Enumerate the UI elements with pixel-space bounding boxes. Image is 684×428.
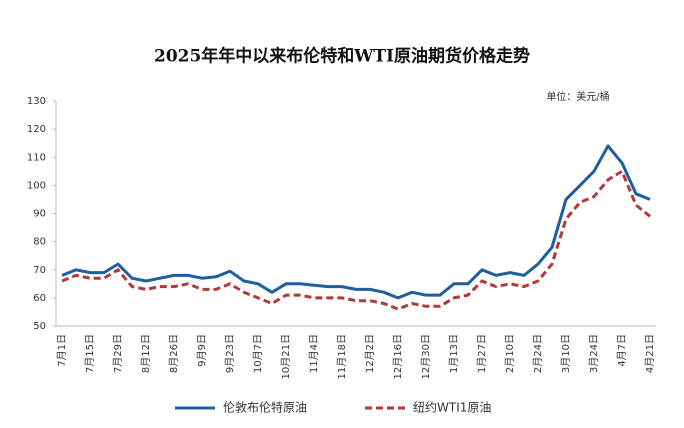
y-tick-label: 60	[33, 293, 46, 304]
y-tick-label: 90	[33, 209, 46, 220]
y-tick-label: 50	[33, 321, 46, 332]
x-tick-label: 3月24日	[588, 334, 600, 373]
x-tick-label: 1月27日	[476, 334, 488, 373]
x-tick-label: 2月10日	[504, 334, 516, 373]
x-tick-label: 12月30日	[420, 334, 432, 379]
x-tick-label: 10月7日	[252, 334, 264, 373]
x-tick-label: 12月16日	[392, 334, 404, 379]
x-tick-label: 11月4日	[308, 334, 320, 373]
x-tick-label: 3月10日	[560, 334, 572, 373]
x-tick-label: 8月12日	[140, 334, 152, 373]
y-tick-label: 120	[27, 124, 46, 135]
legend-label: 伦敦布伦特原油	[223, 400, 307, 415]
line-series	[61, 169, 651, 311]
y-tick-label: 110	[27, 152, 46, 163]
x-tick-label: 7月15日	[84, 334, 96, 373]
y-tick-label: 80	[33, 237, 46, 248]
line-series	[61, 144, 651, 300]
x-tick-label: 9月9日	[196, 334, 208, 367]
x-tick-label: 12月2日	[364, 334, 376, 373]
x-tick-label: 11月18日	[336, 334, 348, 379]
y-tick-label: 130	[27, 96, 46, 107]
chart-title: 2025年年中以来布伦特和WTI原油期货价格走势	[154, 46, 530, 67]
legend-label: 纽约WTI1原油	[413, 400, 491, 415]
x-tick-label: 1月13日	[448, 334, 460, 373]
x-tick-label: 7月1日	[56, 334, 68, 367]
x-tick-label: 9月23日	[224, 334, 236, 373]
y-tick-label: 100	[27, 180, 46, 191]
x-tick-label: 10月21日	[280, 334, 292, 379]
x-tick-label: 2月24日	[532, 334, 544, 373]
x-tick-label: 7月29日	[112, 334, 124, 373]
unit-label: 单位：美元/桶	[546, 90, 609, 103]
x-tick-label: 8月26日	[168, 334, 180, 373]
x-tick-label: 4月21日	[644, 334, 656, 373]
y-tick-label: 70	[33, 265, 46, 276]
x-tick-label: 4月7日	[616, 334, 628, 367]
